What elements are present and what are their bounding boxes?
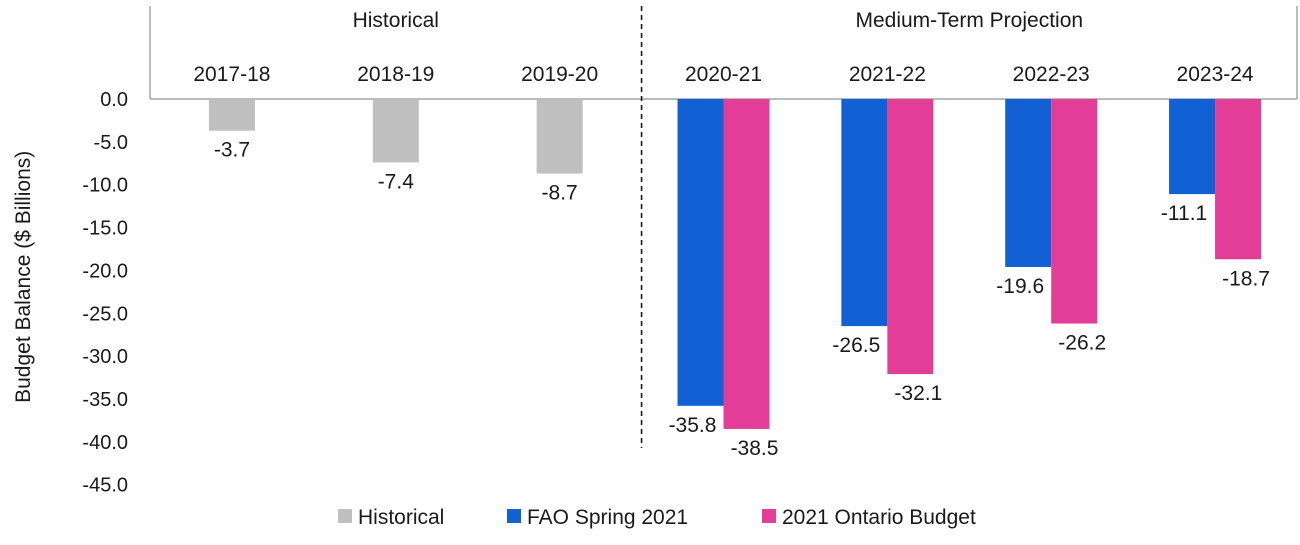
category-label: 2018-19 [357,63,434,86]
bar-fao-spring-2021 [1169,99,1216,195]
bar-2021-ontario-budget [1051,99,1098,324]
data-label: -8.7 [542,182,578,205]
y-tick-label: -20.0 [82,260,128,282]
y-tick-label: -45.0 [82,475,128,497]
category-label: 2022-23 [1013,63,1090,86]
bar-historical [536,99,583,174]
legend-swatch [338,509,352,523]
data-label: -7.4 [378,170,415,193]
bar-2021-ontario-budget [1215,99,1262,260]
legend-label: 2021 Ontario Budget [782,506,976,529]
legend-label: FAO Spring 2021 [527,506,688,529]
y-tick-label: 0.0 [100,89,128,111]
bar-2021-ontario-budget [887,99,934,375]
legend-item-2021-ontario-budget: 2021 Ontario Budget [762,506,976,529]
bar-2021-ontario-budget [723,99,770,429]
category-label: 2017-18 [193,63,270,86]
y-axis-title: Budget Balance ($ Billions) [12,151,35,403]
legend-item-historical: Historical [338,506,444,529]
y-tick-label: -5.0 [94,132,128,154]
legend-swatch [507,509,521,523]
data-label: -3.7 [214,139,250,162]
category-labels: 2017-18 2018-19 2019-20 2020-21 2021-22 2022-… [193,63,1254,86]
y-tick-label: -10.0 [82,175,128,197]
y-tick-label: -30.0 [82,346,128,368]
section-label-projection: Medium-Term Projection [855,9,1083,32]
y-tick-label: -15.0 [82,218,128,240]
bar-historical [372,99,419,163]
data-label: -18.7 [1222,267,1270,290]
y-tick-label: -40.0 [82,432,128,454]
legend-item-fao-spring-2021: FAO Spring 2021 [507,506,688,529]
section-headers: Historical Medium-Term Projection [353,9,1083,32]
category-label: 2023-24 [1177,63,1254,86]
bars [208,99,1262,429]
data-label: -38.5 [731,437,779,460]
data-label: -35.8 [669,414,717,437]
category-label: 2019-20 [521,63,598,86]
legend-swatch [762,509,776,523]
bar-fao-spring-2021 [1005,99,1052,267]
data-label: -11.1 [1161,202,1207,225]
legend: Historical FAO Spring 2021 2021 Ontario Bu… [338,506,976,529]
data-label: -26.5 [832,334,880,357]
bar-historical [208,99,255,131]
y-axis: 0.0 -5.0 -10.0 -15.0 -20.0 -25.0 -30.0 -35.0 -40… [12,89,128,497]
data-labels: -3.7 -7.4 -8.7 -35.8 -38.5 -26.5 -32.1 -19.6 -26… [214,139,1270,460]
y-tick-label: -35.0 [82,389,128,411]
bar-fao-spring-2021 [841,99,888,327]
data-label: -19.6 [996,275,1044,298]
bar-fao-spring-2021 [677,99,724,406]
data-label: -26.2 [1058,332,1106,355]
y-tick-label: -25.0 [82,303,128,325]
section-label-historical: Historical [353,9,439,32]
category-label: 2020-21 [685,63,762,86]
data-label: -32.1 [894,382,942,405]
legend-label: Historical [358,506,444,529]
category-label: 2021-22 [849,63,926,86]
